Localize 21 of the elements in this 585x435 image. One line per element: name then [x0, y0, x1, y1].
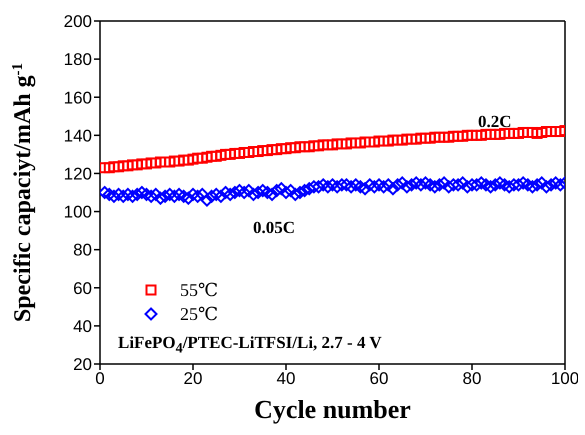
- x-tick-label: 20: [184, 369, 202, 388]
- annotation: 0.05C: [253, 218, 296, 238]
- y-tick-label: 100: [64, 202, 92, 222]
- x-tick-label: 0: [95, 369, 105, 388]
- legend-label: 25℃: [180, 304, 218, 324]
- y-tick-label: 60: [73, 278, 92, 298]
- annotation: LiFePO$_{4}$/PTEC-LiTFSI/Li, 2.7 - 4 V: [118, 333, 382, 358]
- legend-label: 55℃: [180, 280, 218, 300]
- x-tick-label: 40: [276, 369, 296, 388]
- y-tick-label: 20: [73, 355, 92, 374]
- x-axis-title: Cycle number: [254, 395, 411, 424]
- x-tick-label: 60: [370, 369, 388, 388]
- x-tick-label: 80: [462, 369, 482, 388]
- y-tick-label: 140: [64, 126, 92, 146]
- annotation: 0.2C: [478, 112, 512, 132]
- y-tick-label: 120: [64, 164, 92, 184]
- y-tick-label: 200: [64, 12, 92, 32]
- y-tick-label: 180: [64, 50, 92, 70]
- y-tick-label: 80: [73, 240, 92, 260]
- y-tick-label: 160: [64, 88, 92, 108]
- y-tick-label: 40: [73, 316, 92, 336]
